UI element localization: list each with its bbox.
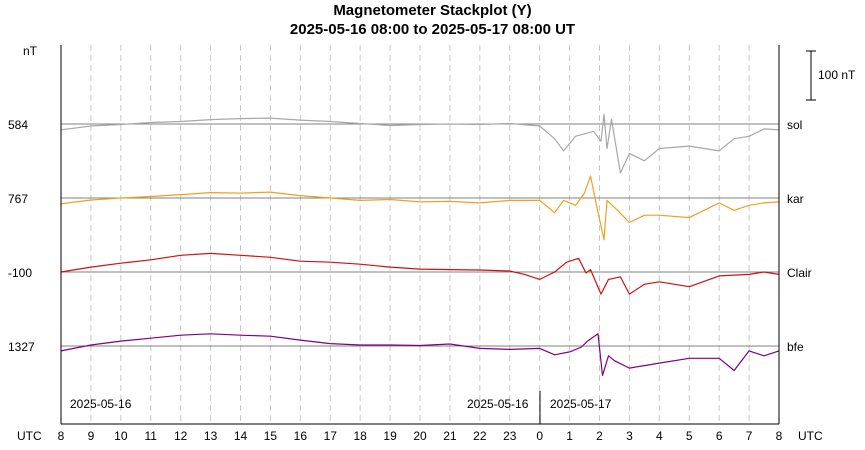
chart-subtitle: 2025-05-16 08:00 to 2025-05-17 08:00 UT [289, 21, 576, 38]
hour-grid [90, 45, 750, 424]
x-tick-label: 10 [114, 429, 128, 443]
series-labels: 584 sol 767 kar -100 Clair 1327 bfe [8, 118, 812, 354]
series-name-kar: kar [787, 192, 804, 206]
x-tick-labels: 8 9 10 11 12 13 14 15 16 17 18 19 20 21 22 23 0 1 2 3 4 5 6 7 8 [58, 429, 783, 443]
baseline-value-kar: 767 [8, 192, 28, 206]
x-tick-label: 6 [716, 429, 723, 443]
x-axis-label-left: UTC [17, 429, 42, 443]
series-name-bfe: bfe [787, 340, 804, 354]
scale-bar-label: 100 nT [818, 68, 856, 82]
x-axis-label-right: UTC [798, 429, 823, 443]
x-tick-label: 8 [58, 429, 65, 443]
scale-bar: 100 nT [806, 50, 856, 101]
x-tick-label: 22 [473, 429, 487, 443]
x-tick-label: 16 [294, 429, 308, 443]
x-tick-label: 8 [776, 429, 783, 443]
date-label-start: 2025-05-16 [70, 397, 132, 411]
x-tick-label: 7 [746, 429, 753, 443]
x-tick-label: 5 [686, 429, 693, 443]
x-tick-label: 15 [264, 429, 278, 443]
x-tick-label: 2 [596, 429, 603, 443]
x-tick-label: 20 [413, 429, 427, 443]
x-tick-label: 12 [174, 429, 188, 443]
x-tick-label: 9 [88, 429, 95, 443]
baseline-value-clair: -100 [8, 266, 32, 280]
x-tick-label: 3 [626, 429, 633, 443]
y-unit-label: nT [23, 44, 38, 58]
trace-clair [60, 252, 780, 295]
x-tick-label: 17 [324, 429, 338, 443]
chart-title: Magnetometer Stackplot (Y) [333, 2, 532, 19]
series-traces [60, 113, 780, 376]
date-label-before-midnight: 2025-05-16 [467, 397, 529, 411]
trace-bfe [60, 333, 780, 376]
baseline-value-sol: 584 [8, 118, 28, 132]
x-tick-label: 14 [234, 429, 248, 443]
trace-sol [60, 113, 780, 174]
date-label-after-midnight: 2025-05-17 [550, 397, 612, 411]
x-tick-label: 1 [566, 429, 573, 443]
x-tick-label: 21 [443, 429, 457, 443]
x-tick-label: 0 [536, 429, 543, 443]
x-tick-label: 13 [204, 429, 218, 443]
x-tick-label: 23 [503, 429, 517, 443]
x-tick-label: 4 [656, 429, 663, 443]
x-tick-label: 19 [383, 429, 397, 443]
x-tick-label: 18 [353, 429, 367, 443]
series-name-clair: Clair [787, 266, 812, 280]
series-name-sol: sol [787, 118, 802, 132]
trace-kar [60, 175, 780, 241]
x-tick-label: 11 [145, 429, 158, 443]
baseline-value-bfe: 1327 [8, 340, 35, 354]
